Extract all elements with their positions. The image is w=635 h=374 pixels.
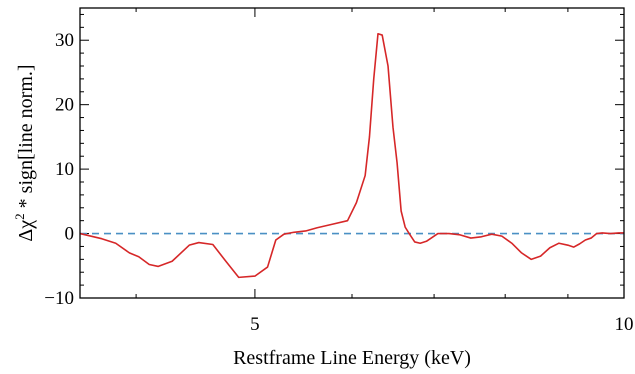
x-tick-label: 5	[250, 314, 260, 335]
y-axis-label: Δχ2 * sign[line norm.]	[12, 64, 37, 241]
ticks-layer	[80, 8, 625, 299]
y-tick-label: 30	[55, 30, 74, 51]
y-tick-label: −10	[44, 288, 74, 309]
y-tick-label: 20	[55, 95, 74, 116]
x-axis-label: Restframe Line Energy (keV)	[233, 347, 471, 369]
y-axis-label-delta: Δχ	[15, 220, 37, 242]
plot-frame	[79, 7, 625, 299]
tick-labels-layer: −10 0 10 20 30 5 10	[44, 30, 633, 335]
y-tick-label: 0	[65, 224, 75, 245]
x-tick-label: 10	[615, 314, 634, 335]
series-line	[79, 32, 624, 279]
y-axis-label-sup: 2	[12, 213, 27, 220]
y-axis-label-rest: * sign[line norm.]	[15, 64, 37, 213]
y-tick-label: 10	[55, 159, 74, 180]
